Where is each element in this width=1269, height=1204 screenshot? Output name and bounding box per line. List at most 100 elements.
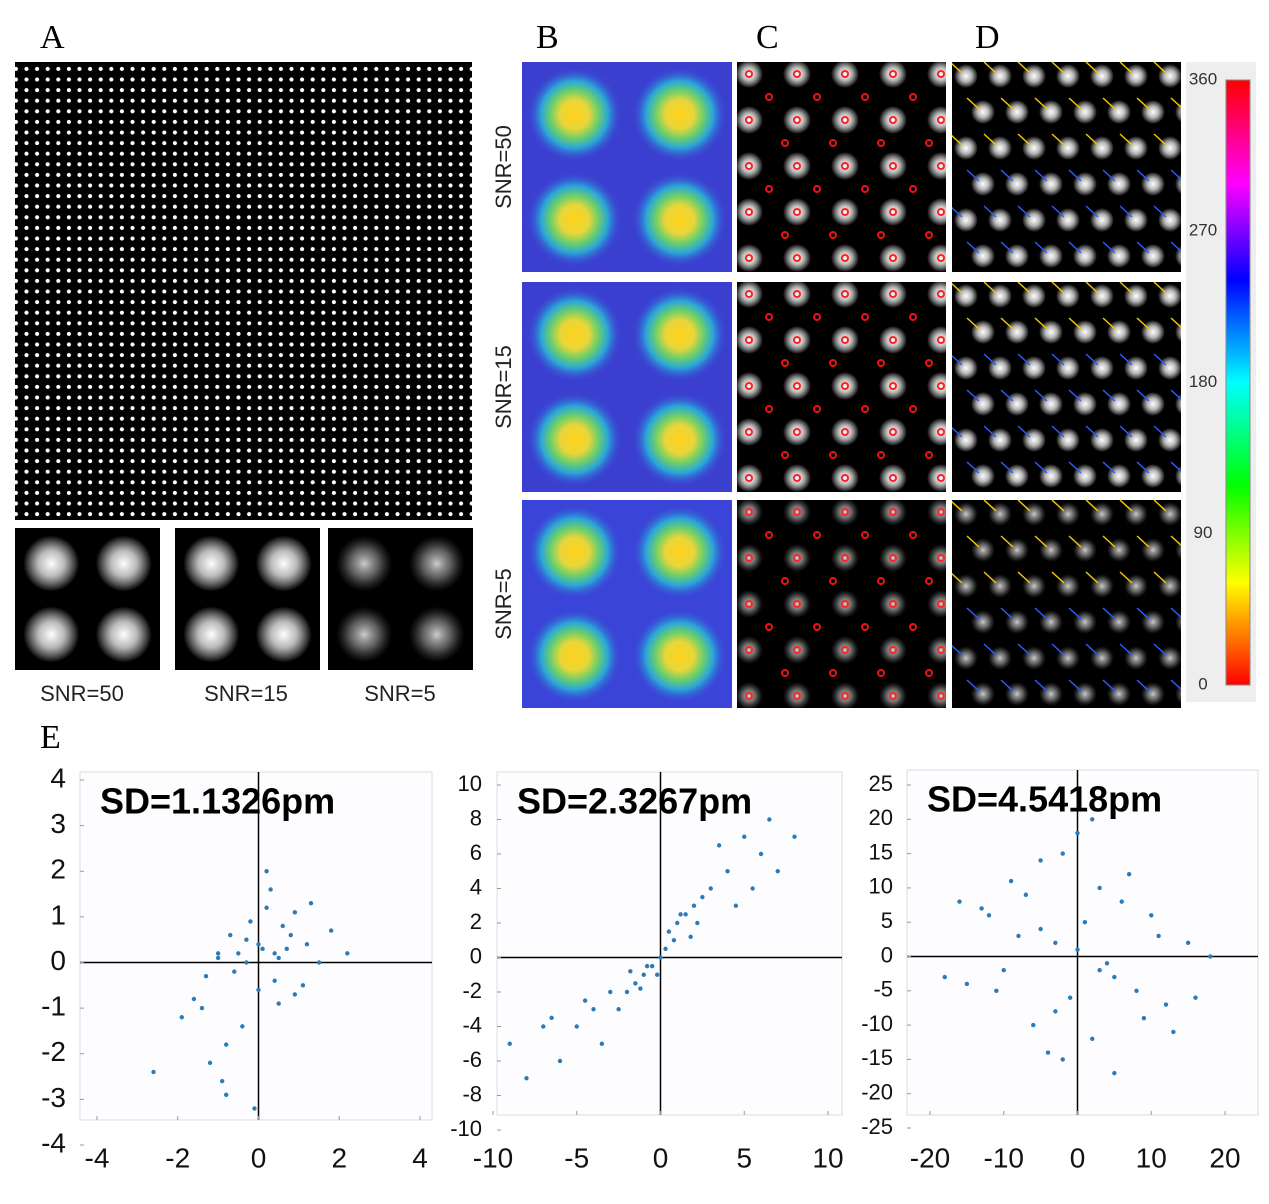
atom <box>1005 682 1029 706</box>
atom <box>1022 502 1046 526</box>
atom-fit <box>889 290 897 298</box>
sd-annotation: SD=1.1326pm <box>100 781 335 822</box>
shift-arrow <box>966 461 980 474</box>
atom-fit <box>793 508 801 516</box>
point <box>549 1015 554 1021</box>
atom <box>954 208 978 232</box>
blob <box>255 535 312 592</box>
site-fit <box>877 139 885 147</box>
atom-fit <box>841 554 849 562</box>
atom <box>1056 284 1080 308</box>
atom <box>1124 574 1148 598</box>
site-fit <box>877 451 885 459</box>
snr-label: SNR=15 <box>204 681 288 706</box>
shift-arrow <box>1000 169 1014 182</box>
atom <box>1124 356 1148 380</box>
atom <box>1158 136 1181 160</box>
point <box>1193 995 1198 1000</box>
colorbar-tick-label: 270 <box>1189 221 1217 240</box>
atom-fit <box>841 116 849 124</box>
x-tick-label: 2 <box>331 1142 347 1173</box>
shift-arrow <box>952 354 963 366</box>
point <box>1023 892 1029 897</box>
atom <box>954 136 978 160</box>
atom-fit <box>793 474 801 482</box>
atom <box>1039 100 1063 124</box>
atom <box>831 198 859 226</box>
shift-arrow <box>983 133 997 146</box>
atom <box>1124 64 1148 88</box>
atom <box>783 500 811 526</box>
point <box>986 913 992 918</box>
y-tick-label: 1 <box>50 899 66 930</box>
x-tick-label: 20 <box>1209 1142 1240 1173</box>
point <box>1097 968 1102 973</box>
image-panel <box>737 500 946 708</box>
atom <box>1124 428 1148 452</box>
atom <box>1022 136 1046 160</box>
site-fit <box>925 231 933 239</box>
colorbar-tick-label: 360 <box>1189 69 1217 88</box>
point <box>1001 968 1006 973</box>
atom <box>1039 538 1063 562</box>
shift-arrow <box>1102 241 1116 254</box>
site-fit <box>925 359 933 367</box>
point <box>199 1005 205 1011</box>
shift-arrow <box>1017 425 1031 438</box>
heat-blob <box>526 608 623 704</box>
point <box>725 869 730 874</box>
shift-arrow <box>1068 389 1082 402</box>
shift-arrow <box>1051 571 1065 584</box>
atom-fit <box>745 208 753 216</box>
atom <box>1090 136 1114 160</box>
atom <box>1090 574 1114 598</box>
point <box>964 981 970 987</box>
site-fit <box>829 451 837 459</box>
heat-blob <box>526 391 623 488</box>
atom <box>879 106 907 134</box>
atom <box>1022 574 1046 598</box>
shift-arrow <box>1153 353 1167 366</box>
atom <box>1056 208 1080 232</box>
atom-fit <box>889 208 897 216</box>
y-tick-label: 0 <box>50 945 66 976</box>
atom <box>954 64 978 88</box>
y-tick-label: -4 <box>41 1127 66 1158</box>
shift-arrow <box>1102 461 1116 474</box>
point <box>345 951 350 956</box>
atom <box>737 500 763 526</box>
heat-blob <box>631 391 728 488</box>
image-panel <box>522 500 732 708</box>
shift-arrow <box>1170 317 1181 329</box>
image-panel <box>328 528 473 670</box>
point <box>541 1024 546 1029</box>
atom <box>1022 64 1046 88</box>
atom <box>879 682 907 708</box>
point <box>957 899 962 904</box>
blob <box>95 535 152 592</box>
atom <box>737 418 763 446</box>
atom <box>1022 208 1046 232</box>
shift-arrow <box>1153 500 1167 512</box>
point <box>256 942 261 947</box>
atom <box>1056 428 1080 452</box>
atom <box>1107 100 1131 124</box>
shift-arrow <box>1085 425 1099 438</box>
site-fit <box>877 669 885 677</box>
shift-arrow <box>1153 643 1167 656</box>
shift-arrow <box>1153 425 1167 438</box>
atom-fit <box>841 162 849 170</box>
atom <box>927 418 946 446</box>
shift-arrow <box>1153 571 1167 584</box>
atom-fit <box>745 692 753 700</box>
point <box>244 937 249 942</box>
atom <box>971 172 995 196</box>
shift-arrow <box>1051 62 1065 74</box>
shift-arrow <box>1051 133 1065 146</box>
atom <box>1141 172 1165 196</box>
panel-label: C <box>756 19 779 56</box>
atom <box>1158 356 1181 380</box>
atom-fit <box>841 600 849 608</box>
atom <box>971 392 995 416</box>
point <box>1208 954 1213 959</box>
